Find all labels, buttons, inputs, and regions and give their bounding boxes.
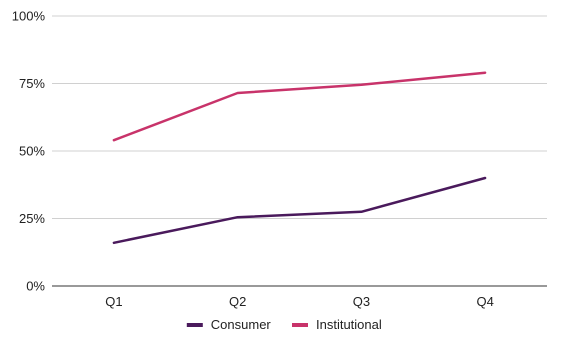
- y-tick-label: 50%: [19, 144, 45, 159]
- x-tick-label: Q1: [105, 294, 122, 309]
- series-line-consumer: [112, 176, 487, 245]
- legend-label: Consumer: [211, 317, 272, 332]
- y-tick-label: 25%: [19, 211, 45, 226]
- x-tick-label: Q3: [353, 294, 370, 309]
- legend-label: Institutional: [316, 317, 382, 332]
- y-tick-label: 100%: [12, 9, 46, 24]
- x-tick-label: Q4: [476, 294, 493, 309]
- x-tick-label: Q2: [229, 294, 246, 309]
- x-axis-labels: Q1 Q2 Q3 Q4: [105, 294, 494, 309]
- legend: Consumer Institutional: [186, 317, 382, 332]
- legend-swatch: [292, 323, 308, 327]
- gridlines: [52, 15, 547, 287]
- y-tick-label: 0%: [26, 279, 45, 294]
- y-tick-label: 75%: [19, 76, 45, 91]
- y-axis-labels: 0% 25% 50% 75% 100%: [12, 9, 46, 294]
- legend-item-consumer: Consumer: [186, 317, 272, 332]
- series-lines: [112, 71, 487, 245]
- legend-item-institutional: Institutional: [292, 317, 382, 332]
- legend-swatch: [186, 323, 203, 327]
- series-line-institutional: [112, 71, 487, 142]
